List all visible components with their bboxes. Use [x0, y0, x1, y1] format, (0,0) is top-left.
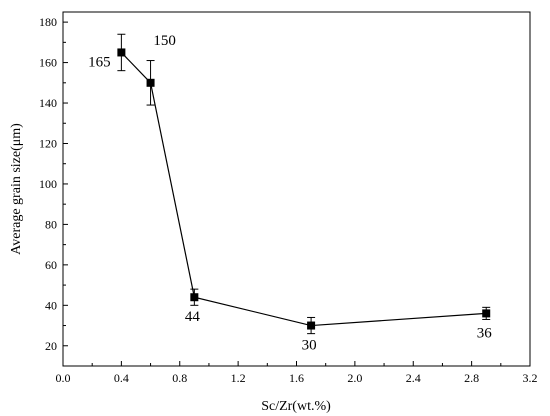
- series: 165 150 44 30 36: [88, 33, 492, 354]
- x-tick-label: 0.0: [56, 371, 71, 385]
- data-point: [146, 78, 155, 87]
- y-axis-label: Average grain size(μm): [9, 123, 24, 255]
- data-point: [482, 309, 491, 318]
- x-tick-label: 2.4: [406, 371, 421, 385]
- x-tick-label: 0.8: [172, 371, 187, 385]
- x-tick-label: 1.6: [289, 371, 304, 385]
- x-tick-label: 2.8: [464, 371, 479, 385]
- x-tick-label: 0.4: [114, 371, 129, 385]
- data-label: 36: [477, 325, 493, 341]
- y-tick-label: 100: [39, 177, 57, 191]
- x-axis-label: Sc/Zr(wt.%): [261, 399, 331, 414]
- data-label: 30: [302, 338, 317, 354]
- data-point: [307, 321, 316, 330]
- y-tick-label: 180: [39, 15, 57, 29]
- y-tick-label: 20: [45, 339, 57, 353]
- y-axis: 20 40 60 80 100 120 140 160 180: [39, 15, 68, 353]
- y-tick-label: 80: [45, 217, 57, 231]
- y-tick-label: 60: [45, 258, 57, 272]
- y-tick-label: 160: [39, 56, 57, 70]
- series-line: [120, 52, 487, 327]
- y-tick-label: 120: [39, 136, 57, 150]
- y-tick-label: 40: [45, 298, 57, 312]
- x-tick-label: 3.2: [523, 371, 538, 385]
- x-tick-label: 1.2: [231, 371, 246, 385]
- x-axis: 0.0 0.4 0.8 1.2 1.6 2.0 2.4 2.8 3.2: [56, 361, 538, 385]
- data-label: 165: [88, 54, 111, 70]
- data-point: [117, 48, 126, 57]
- y-tick-label: 140: [39, 96, 57, 110]
- data-label: 150: [153, 33, 176, 49]
- data-point: [190, 293, 199, 302]
- x-tick-label: 2.0: [347, 371, 362, 385]
- data-label: 44: [185, 309, 201, 325]
